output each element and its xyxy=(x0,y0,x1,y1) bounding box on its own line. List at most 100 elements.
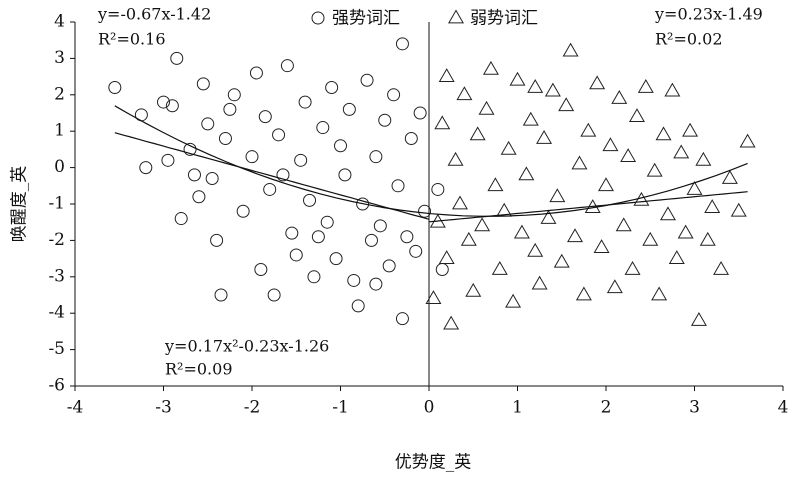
trend-equation: y=-0.67x-1.42 xyxy=(97,5,211,24)
y-tick-label: 3 xyxy=(54,48,65,68)
point xyxy=(527,242,544,257)
point xyxy=(620,148,637,163)
point xyxy=(434,115,451,130)
point xyxy=(192,190,206,204)
point xyxy=(642,231,659,246)
y-tick-label: 1 xyxy=(54,121,65,141)
point xyxy=(334,139,347,153)
point xyxy=(400,230,414,244)
point xyxy=(351,299,365,313)
point xyxy=(325,81,339,95)
trend-equation: y=0.23x-1.49 xyxy=(654,5,763,24)
trend-r2: R²=0.09 xyxy=(165,360,233,379)
point xyxy=(174,212,188,226)
point xyxy=(276,168,290,182)
point xyxy=(263,182,277,196)
point xyxy=(677,224,694,239)
point xyxy=(258,110,272,124)
point xyxy=(469,126,486,141)
point xyxy=(395,37,409,51)
point xyxy=(108,81,122,95)
point xyxy=(298,95,312,109)
point xyxy=(699,231,716,246)
point xyxy=(245,150,259,164)
x-tick-label: -3 xyxy=(155,398,172,418)
point xyxy=(218,131,232,145)
point xyxy=(413,106,427,120)
point xyxy=(395,312,409,326)
point xyxy=(544,82,561,97)
point xyxy=(487,177,504,192)
point xyxy=(505,293,522,308)
trend-line xyxy=(428,191,748,223)
point xyxy=(272,128,286,142)
point xyxy=(646,162,663,177)
point xyxy=(659,206,676,221)
point xyxy=(531,275,548,290)
y-tick-label: -4 xyxy=(48,303,65,323)
point xyxy=(690,311,707,326)
legend-marker xyxy=(448,9,464,24)
point xyxy=(637,79,654,93)
trend-equation: y=0.17x²-0.23x-1.26 xyxy=(164,337,329,356)
point xyxy=(668,250,685,264)
point xyxy=(227,88,241,102)
x-tick-label: -2 xyxy=(244,398,261,418)
legend-label: 强势词汇 xyxy=(332,9,400,29)
point xyxy=(165,99,179,113)
point xyxy=(558,97,575,112)
y-tick-label: -5 xyxy=(48,339,65,359)
point xyxy=(589,75,606,90)
point xyxy=(378,113,392,127)
point xyxy=(289,248,303,262)
point xyxy=(443,315,460,330)
point xyxy=(139,161,153,175)
y-tick-label: 4 xyxy=(54,12,65,32)
point xyxy=(329,252,343,266)
point xyxy=(655,126,672,141)
point xyxy=(500,140,517,155)
point xyxy=(686,180,703,195)
y-tick-label: -2 xyxy=(48,230,65,250)
point xyxy=(447,151,464,166)
point xyxy=(409,244,423,258)
point xyxy=(460,231,477,246)
point xyxy=(651,286,668,301)
point xyxy=(205,172,219,186)
point xyxy=(223,102,237,116)
point xyxy=(606,279,623,294)
point xyxy=(474,217,491,232)
x-tick-label: 3 xyxy=(689,398,700,418)
point xyxy=(280,59,294,73)
point xyxy=(513,224,530,239)
y-axis-title: 唤醒度_英 xyxy=(10,166,30,243)
point xyxy=(320,215,334,229)
trend-r2: R²=0.02 xyxy=(655,30,723,49)
x-tick-label: -1 xyxy=(332,398,349,418)
point xyxy=(210,233,224,247)
point xyxy=(704,199,721,214)
point xyxy=(170,51,184,65)
point xyxy=(451,195,468,210)
point xyxy=(673,144,690,159)
point xyxy=(518,166,535,181)
point xyxy=(360,73,374,87)
point xyxy=(404,131,418,145)
point xyxy=(387,88,401,102)
point xyxy=(721,170,738,184)
point xyxy=(373,219,387,233)
point xyxy=(183,142,197,156)
point xyxy=(307,270,321,284)
point xyxy=(311,230,325,244)
x-tick-label: 1 xyxy=(512,398,523,418)
trend-line xyxy=(114,105,748,217)
point xyxy=(571,155,588,170)
legend-label: 弱势词汇 xyxy=(470,9,538,29)
point xyxy=(356,197,370,211)
point xyxy=(303,193,317,207)
point xyxy=(267,288,281,302)
point xyxy=(628,108,645,123)
x-axis-title: 优势度_英 xyxy=(395,453,472,473)
point xyxy=(236,204,250,218)
